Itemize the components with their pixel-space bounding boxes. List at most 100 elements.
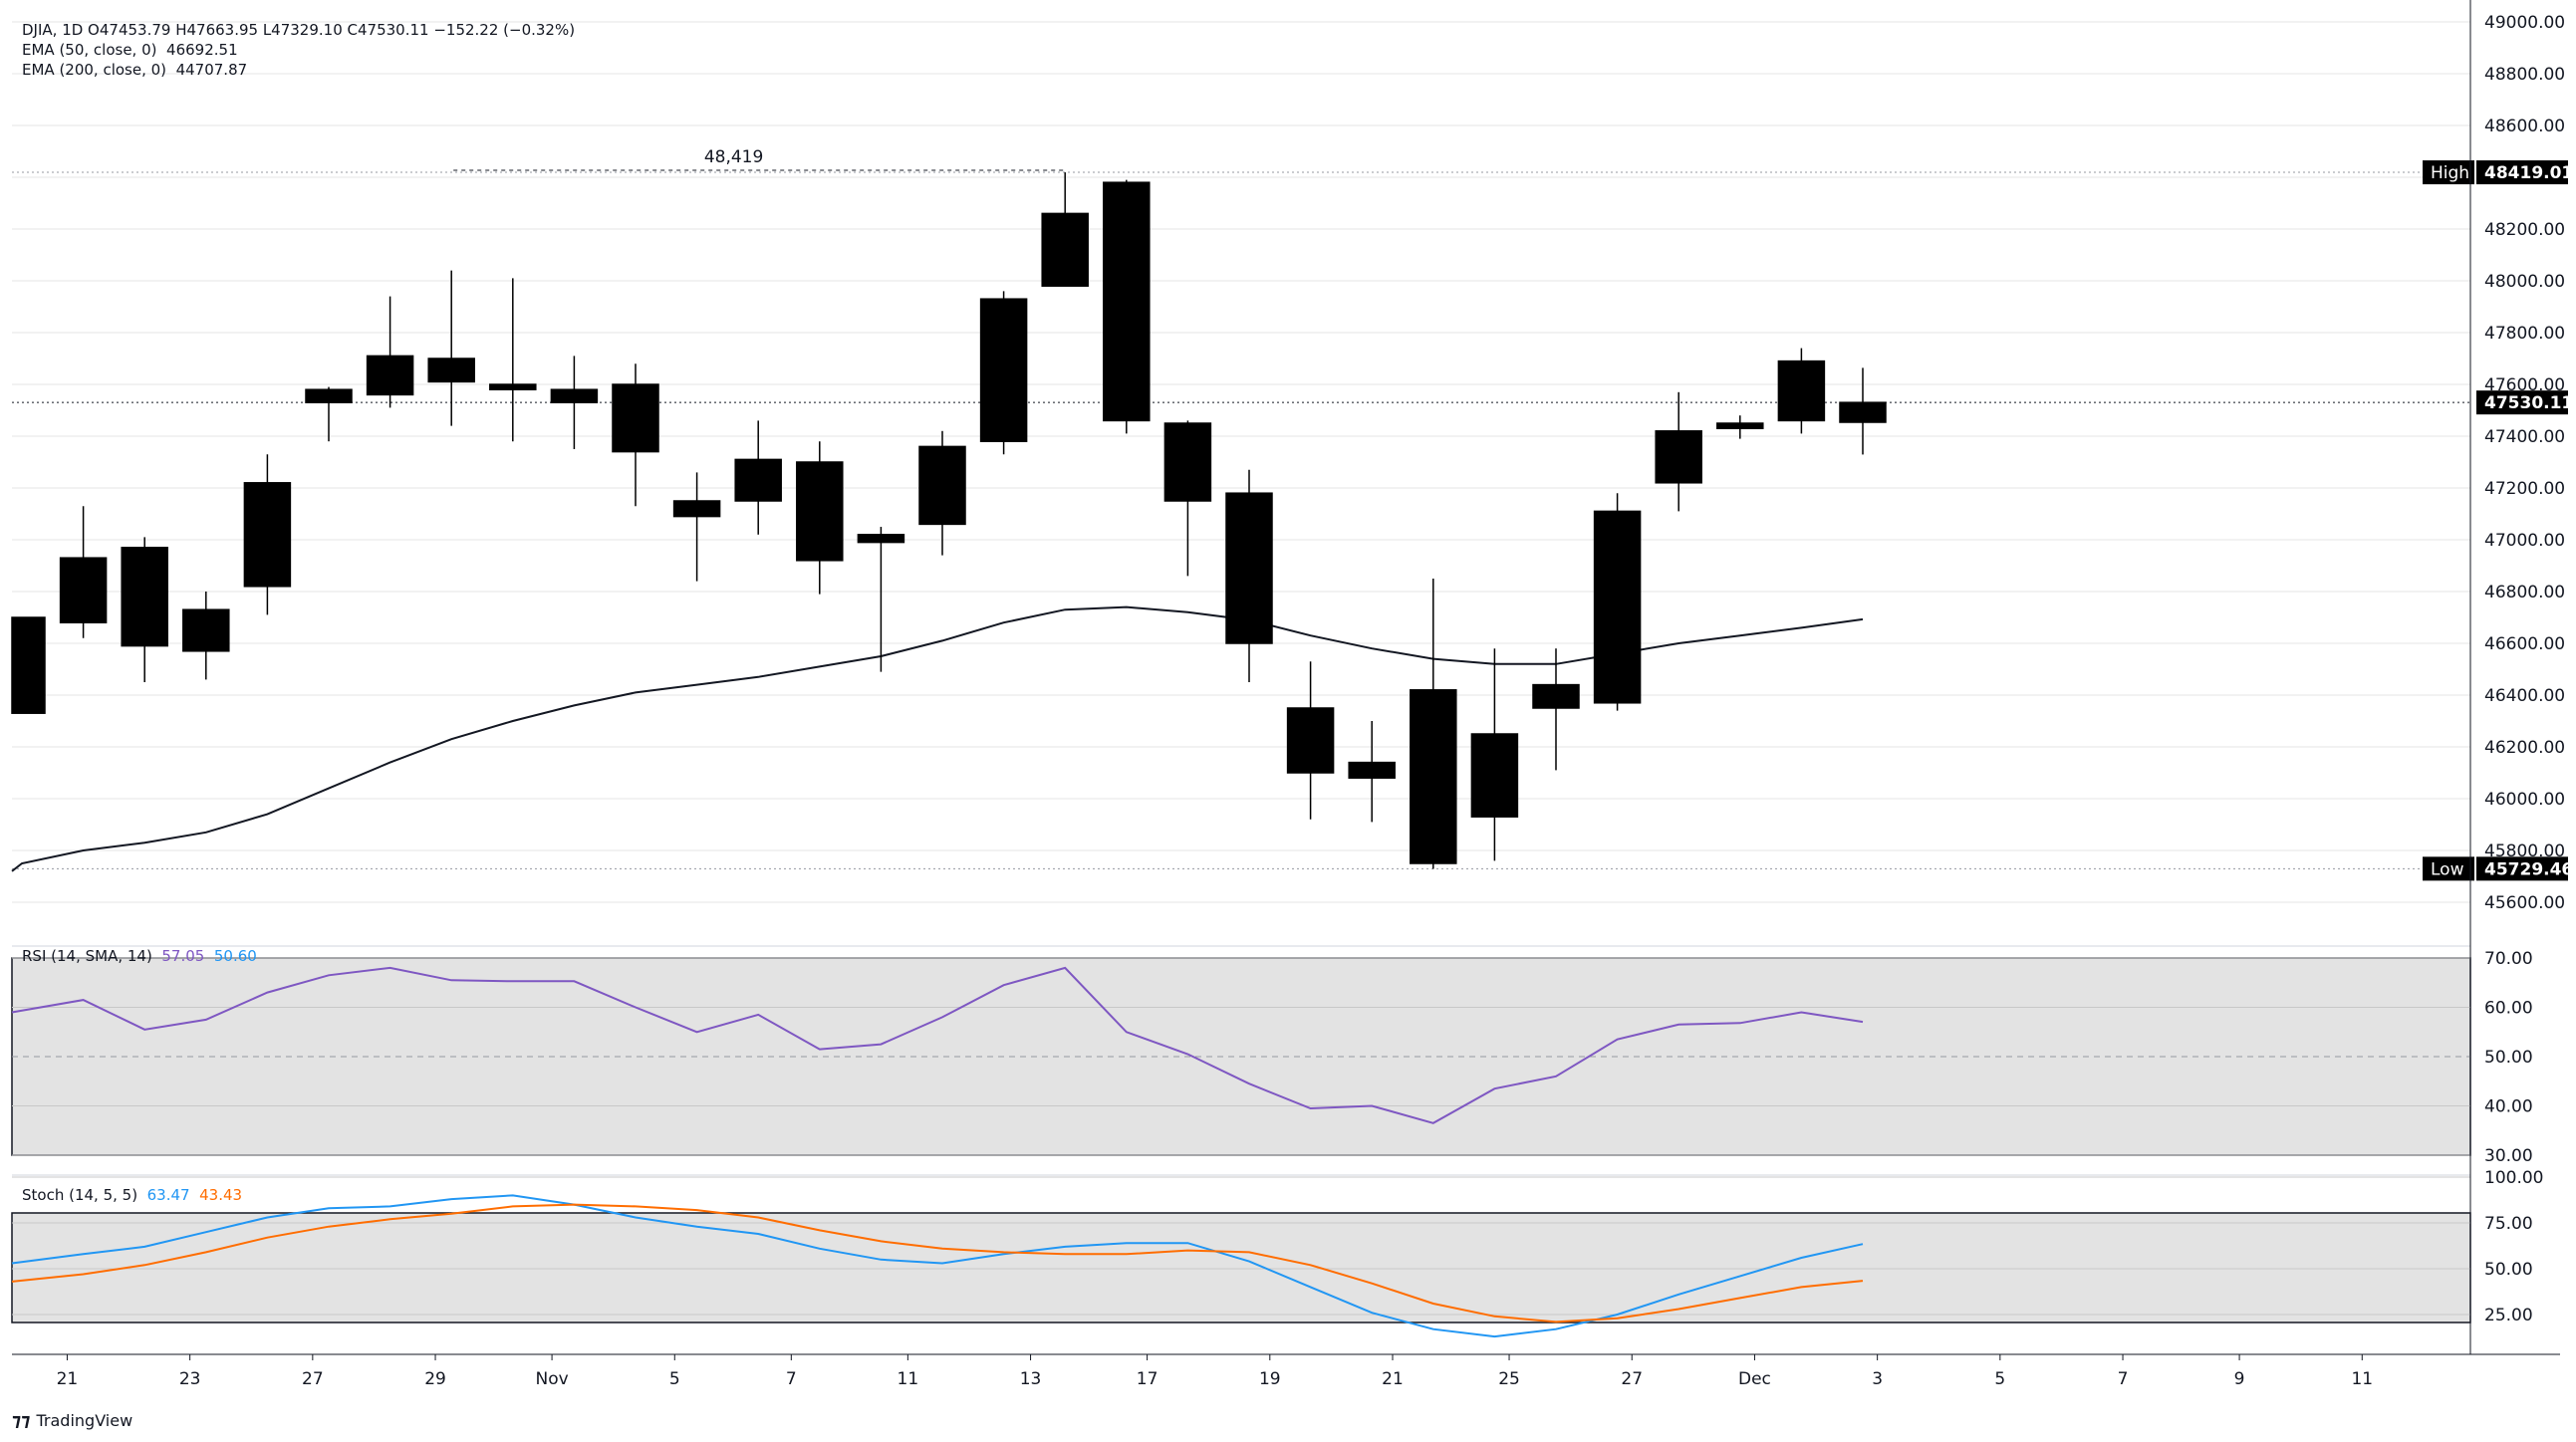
y-tick-label: 48200.00 xyxy=(2484,220,2565,240)
x-tick-label: 21 xyxy=(1382,1369,1404,1389)
candle-up xyxy=(1286,707,1335,774)
candle-up xyxy=(1163,422,1212,502)
stoch-k-line xyxy=(11,1194,1864,1338)
rsi-value: 57.05 xyxy=(161,947,205,965)
y-tick-label: 46000.00 xyxy=(2484,790,2565,810)
low-tag xyxy=(2476,856,2568,881)
candle-up xyxy=(612,383,659,453)
x-tick-label: 5 xyxy=(1994,1369,2005,1389)
x-tick-label: 17 xyxy=(1137,1369,1159,1389)
candle-up xyxy=(734,458,782,502)
candle-up xyxy=(1103,181,1151,422)
y-tick-label: 30.00 xyxy=(2484,1146,2533,1166)
high-label-tag xyxy=(2423,160,2474,185)
y-tick-label: 47200.00 xyxy=(2484,479,2565,499)
low-label: Low xyxy=(2431,859,2464,879)
candle-up xyxy=(1532,683,1580,709)
y-tick-label: 45800.00 xyxy=(2484,841,2565,861)
y-tick-label: 25.00 xyxy=(2484,1306,2533,1325)
stoch-pane: 25.00 50.00 75.00 100.00 xyxy=(11,1168,2543,1338)
y-tick-label: 48600.00 xyxy=(2484,117,2565,136)
rsi-ma-value: 50.60 xyxy=(213,947,257,965)
y-tick-label: 50.00 xyxy=(2484,1048,2533,1068)
last-price-tag xyxy=(2476,390,2568,415)
ema50-line xyxy=(11,605,1864,872)
x-tick-label: 7 xyxy=(786,1369,797,1389)
candle-up xyxy=(1348,761,1396,779)
y-tick-label: 46200.00 xyxy=(2484,738,2565,758)
tradingview-logo-icon: ⁊⁊ xyxy=(12,1410,31,1431)
price-pane: 45600.00 45800.00 46000.00 46200.00 46400.00… xyxy=(11,13,2573,913)
candle-up xyxy=(305,388,353,403)
x-tick-label: 7 xyxy=(2118,1369,2129,1389)
x-axis: 21 23 27 29 Nov 5 7 11 13 17 19 21 25 27 Dec 3 5 7 9 11 xyxy=(12,0,2560,1389)
candle-up xyxy=(489,383,537,390)
candle-up xyxy=(243,482,292,588)
candle-up xyxy=(796,461,844,562)
candle-up xyxy=(1716,422,1764,429)
y-tick-label: 47800.00 xyxy=(2484,324,2565,344)
candle-up xyxy=(1655,430,1702,484)
y-tick-label: 60.00 xyxy=(2484,999,2533,1019)
ema50-legend: EMA (50, close, 0) 46692.51 xyxy=(22,41,238,59)
y-tick-label: 48000.00 xyxy=(2484,272,2565,292)
rsi-line xyxy=(11,966,1864,1124)
low-value: 45729.46 xyxy=(2484,859,2573,879)
candle-up xyxy=(1470,733,1519,818)
high-label: High xyxy=(2431,163,2469,183)
y-tick-label: 40.00 xyxy=(2484,1097,2533,1117)
y-tick-label: 48800.00 xyxy=(2484,65,2565,85)
candle-up xyxy=(979,298,1028,442)
candle-up xyxy=(11,616,46,714)
symbol-ohlc-legend: DJIA, 1D O47453.79 H47663.95 L47329.10 C… xyxy=(22,21,576,39)
rsi-legend: RSI (14, SMA, 14) 57.05 50.60 xyxy=(22,947,257,965)
candle-up xyxy=(550,388,599,403)
candle-up xyxy=(59,557,108,623)
candle-up xyxy=(1041,212,1089,287)
candle-up xyxy=(121,547,168,647)
y-tick-label: 45600.00 xyxy=(2484,893,2565,913)
candle-up xyxy=(182,608,230,652)
candle-up xyxy=(1593,510,1642,704)
high-tag xyxy=(2476,160,2568,185)
candle-up xyxy=(1839,401,1887,423)
stoch-band xyxy=(11,1212,2471,1323)
x-tick-label: 13 xyxy=(1020,1369,1042,1389)
tradingview-logo[interactable]: ⁊⁊ TradingView xyxy=(12,1410,133,1431)
low-label-tag xyxy=(2423,856,2474,881)
candle-up xyxy=(427,358,475,383)
x-tick-label: 27 xyxy=(1621,1369,1643,1389)
y-tick-label: 75.00 xyxy=(2484,1214,2533,1234)
stoch-legend: Stoch (14, 5, 5) 63.47 43.43 xyxy=(22,1186,243,1204)
y-tick-label: 50.00 xyxy=(2484,1260,2533,1280)
last-price-value: 47530.11 xyxy=(2484,393,2573,413)
y-tick-label: 47000.00 xyxy=(2484,531,2565,551)
y-tick-label: 46400.00 xyxy=(2484,686,2565,706)
ema200-legend: EMA (200, close, 0) 44707.87 xyxy=(22,61,248,79)
y-tick-label: 47600.00 xyxy=(2484,375,2565,395)
x-tick-label: 27 xyxy=(302,1369,324,1389)
y-tick-label: 70.00 xyxy=(2484,949,2533,969)
candle-up xyxy=(672,500,721,518)
high-annotation: 48,419 xyxy=(704,147,763,167)
y-tick-label: 46600.00 xyxy=(2484,634,2565,654)
x-tick-label: 23 xyxy=(179,1369,201,1389)
x-tick-label: 3 xyxy=(1872,1369,1883,1389)
candle-up xyxy=(1777,360,1826,422)
main-legend: DJIA, 1D O47453.79 H47663.95 L47329.10 C… xyxy=(22,20,575,80)
stoch-d-line xyxy=(11,1203,1864,1323)
candle-up xyxy=(366,355,414,396)
stoch-d-value: 43.43 xyxy=(199,1186,243,1204)
x-tick-label: 9 xyxy=(2234,1369,2245,1389)
x-tick-label: 25 xyxy=(1498,1369,1520,1389)
x-tick-label: Dec xyxy=(1738,1369,1771,1389)
y-tick-label: 47400.00 xyxy=(2484,427,2565,447)
x-tick-label: 11 xyxy=(2351,1369,2373,1389)
y-tick-label: 100.00 xyxy=(2484,1168,2543,1188)
stoch-k-value: 63.47 xyxy=(146,1186,190,1204)
high-value: 48419.01 xyxy=(2484,163,2573,183)
x-tick-label: 11 xyxy=(898,1369,919,1389)
x-tick-label: 29 xyxy=(424,1369,446,1389)
x-tick-label: 21 xyxy=(57,1369,79,1389)
candle-up xyxy=(857,534,905,544)
